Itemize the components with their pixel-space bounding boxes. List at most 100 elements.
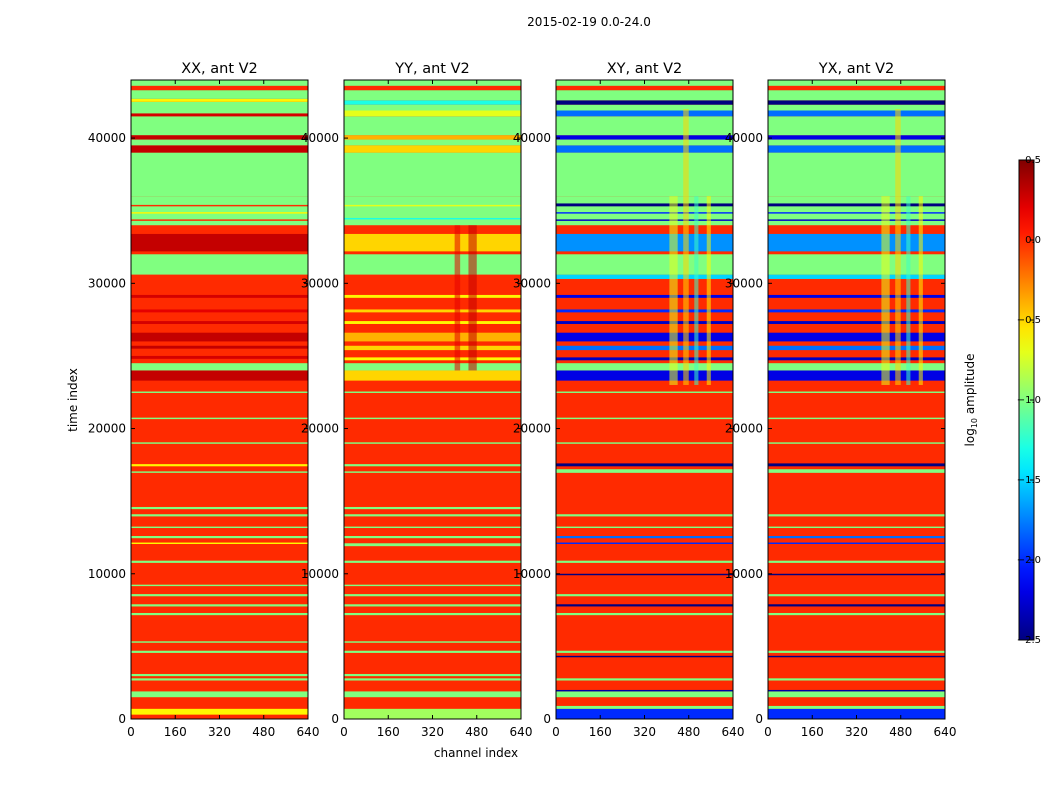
x-tick-label: 480	[677, 725, 700, 739]
colorbar: 0.5 0.0 −0.5 −1.0 −1.5 −2.0 −2.5	[1017, 155, 1041, 646]
heatmap-band	[344, 321, 521, 324]
colorbar-tick-label: −2.0	[1017, 555, 1041, 566]
colorbar-tick-label: −2.5	[1017, 635, 1041, 646]
x-tick-label: 160	[377, 725, 400, 739]
heatmap-band	[131, 391, 308, 393]
heatmap-patch	[468, 225, 477, 371]
heatmap-band	[344, 345, 521, 351]
heatmap-band	[344, 536, 521, 539]
heatmap-band	[344, 100, 521, 105]
heatmap-band	[556, 363, 733, 371]
heatmap-band	[131, 355, 308, 359]
heatmap-band	[344, 152, 521, 197]
panel-0: XX, ant V2 0 160 320 480 640 0 10000 20000 30000 4…	[88, 61, 320, 739]
x-tick-label: 640	[510, 725, 533, 739]
heatmap-band	[344, 650, 521, 653]
heatmap-band	[768, 573, 945, 576]
heatmap-band	[556, 116, 733, 136]
heatmap-band	[768, 655, 945, 658]
y-tick-label: 20000	[513, 422, 551, 436]
colorbar-tick-label: −1.5	[1017, 475, 1041, 486]
heatmap-band	[344, 309, 521, 313]
heatmap-band	[131, 139, 308, 146]
heatmap-band	[556, 526, 733, 529]
heatmap-band	[344, 678, 521, 681]
heatmap-band	[768, 145, 945, 153]
heatmap-band	[344, 612, 521, 616]
heatmap-band	[131, 85, 308, 91]
heatmap-band	[131, 196, 308, 226]
heatmap-band	[344, 254, 521, 275]
heatmap-band	[768, 228, 945, 232]
heatmap-band	[556, 536, 733, 539]
heatmap-band	[344, 584, 521, 587]
heatmap-band	[131, 678, 308, 681]
heatmap-band	[344, 357, 521, 361]
heatmap-band	[768, 469, 945, 473]
heatmap-band	[131, 536, 308, 539]
heatmap-band	[344, 641, 521, 643]
heatmap-band	[768, 85, 945, 91]
heatmap-band	[131, 604, 308, 607]
heatmap-band	[131, 526, 308, 529]
heatmap-band	[768, 345, 945, 351]
y-tick-label: 40000	[513, 131, 551, 145]
heatmap-band	[768, 254, 945, 275]
y-tick-label: 0	[755, 712, 763, 726]
x-tick-label: 0	[764, 725, 772, 739]
heatmap-band	[344, 673, 521, 677]
heatmap-band	[768, 357, 945, 361]
heatmap-band	[556, 139, 733, 146]
heatmap-band	[131, 691, 308, 698]
heatmap-band	[131, 98, 308, 102]
heatmap-band	[131, 506, 308, 510]
heatmap-band	[768, 391, 945, 393]
panel-title: XX, ant V2	[181, 61, 258, 77]
y-tick-label: 30000	[301, 276, 339, 290]
heatmap-band	[131, 363, 308, 371]
heatmap-band	[556, 604, 733, 607]
heatmap-band	[556, 514, 733, 517]
heatmap-patch	[694, 196, 699, 385]
heatmap-band	[131, 345, 308, 349]
heatmap-band	[556, 542, 733, 545]
heatmap-band	[131, 135, 308, 140]
y-tick-label: 0	[543, 712, 551, 726]
panel-title: XY, ant V2	[607, 61, 683, 77]
heatmap-band	[768, 135, 945, 140]
heatmap-band	[131, 514, 308, 517]
x-tick-label: 0	[127, 725, 135, 739]
heatmap-band	[344, 110, 521, 117]
heatmap-band	[768, 708, 945, 719]
heatmap-band	[556, 212, 733, 214]
heatmap-band	[344, 294, 521, 298]
heatmap-band	[344, 514, 521, 517]
x-tick-label: 320	[845, 725, 868, 739]
heatmap-band	[131, 294, 308, 298]
heatmap-band	[556, 370, 733, 381]
heatmap-band	[768, 152, 945, 197]
heatmap-band	[556, 233, 733, 252]
heatmap-band	[131, 612, 308, 616]
heatmap-band	[556, 145, 733, 153]
heatmap-band	[556, 678, 733, 681]
heatmap-band	[556, 203, 733, 207]
y-tick-label: 20000	[725, 422, 763, 436]
heatmap-patch	[881, 196, 890, 385]
heatmap-band	[556, 560, 733, 563]
heatmap-band	[556, 135, 733, 140]
y-tick-label: 40000	[301, 131, 339, 145]
heatmap-band	[768, 442, 945, 444]
heatmap-patch	[918, 196, 923, 385]
heatmap-band	[768, 463, 945, 467]
heatmap-band	[768, 116, 945, 136]
heatmap-band	[768, 233, 945, 252]
panel-3: YX, ant V2 0 160 320 480 640 0 10000 20000 30000 4…	[725, 61, 957, 739]
y-tick-label: 30000	[725, 276, 763, 290]
heatmap-band	[556, 573, 733, 576]
panel-title: YY, ant V2	[394, 61, 469, 77]
x-tick-label: 320	[421, 725, 444, 739]
heatmap-band	[131, 641, 308, 643]
heatmap-band	[768, 90, 945, 101]
heatmap-band	[344, 543, 521, 547]
